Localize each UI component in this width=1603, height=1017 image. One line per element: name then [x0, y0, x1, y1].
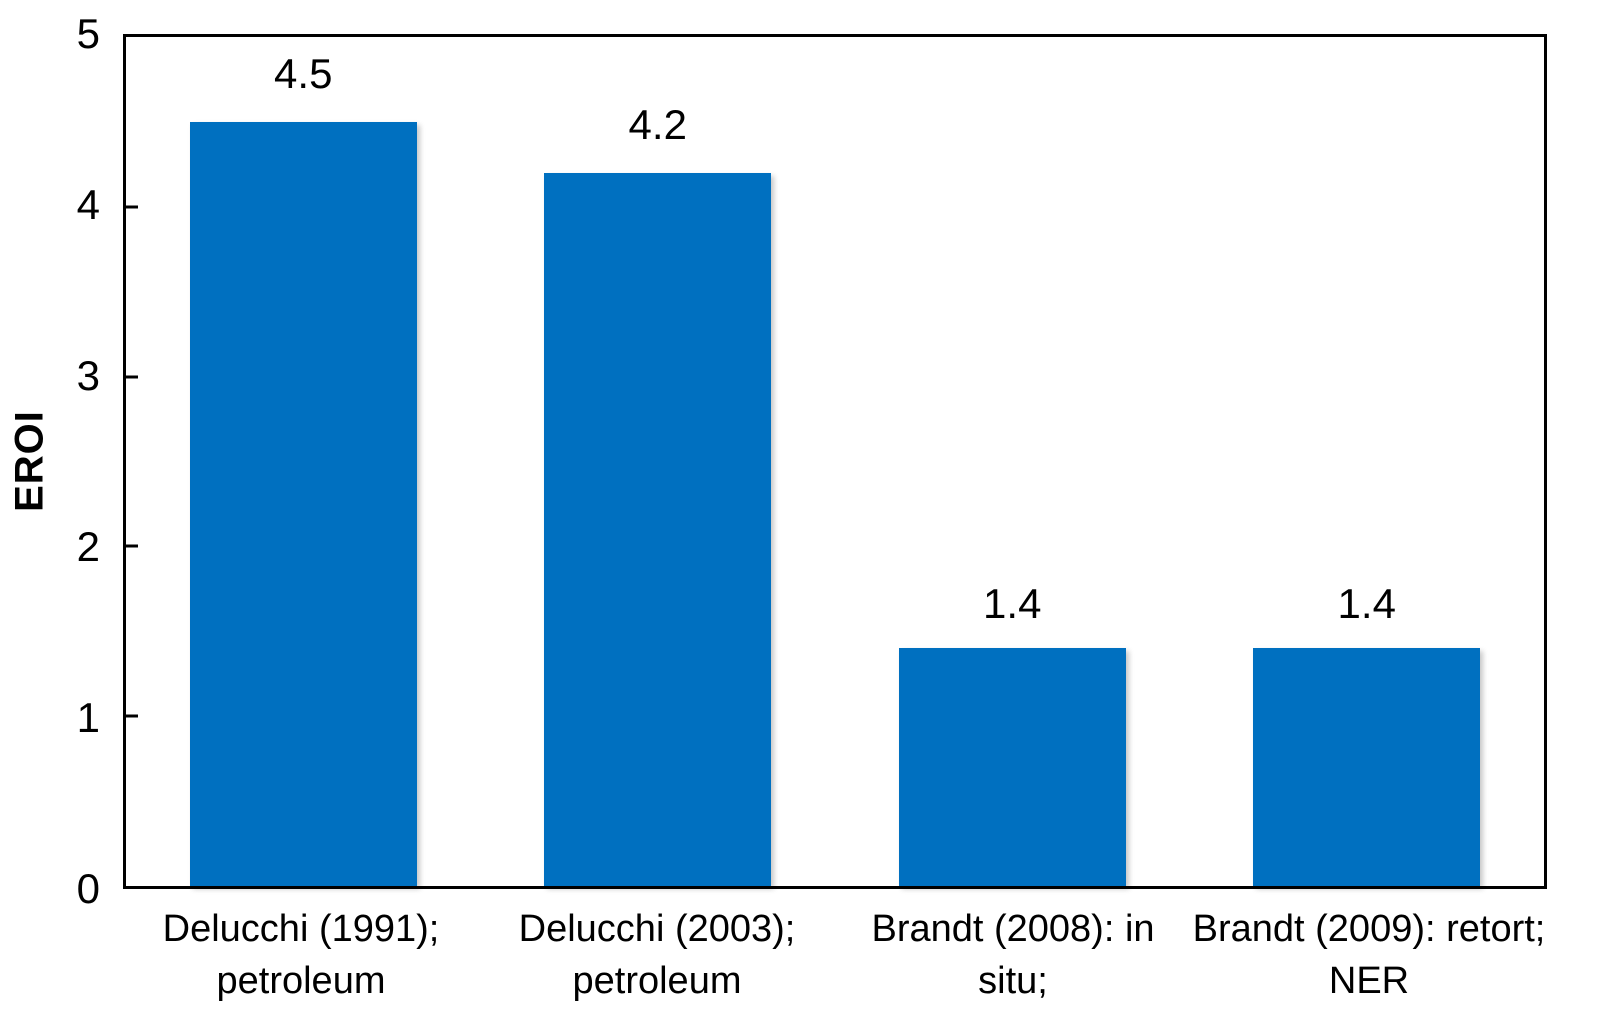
x-category-label-line: Delucchi (2003);	[518, 908, 796, 950]
y-tick-label: 0	[76, 865, 100, 912]
x-category-label: Brandt (2009): retort; NER	[1191, 903, 1547, 1017]
x-category-label-line: NER	[1328, 960, 1410, 1003]
y-tick-mark	[126, 375, 138, 379]
x-category-label: Delucchi (1991); petroleum	[123, 903, 479, 1017]
bar-data-label: 1.4	[1337, 579, 1396, 627]
bar-slot: 1.4	[835, 37, 1190, 886]
y-tick-mark	[126, 544, 138, 548]
y-tick-label: 3	[76, 352, 100, 399]
y-tick-label: 4	[76, 181, 100, 228]
bar	[1253, 648, 1481, 886]
x-category-label: Brandt (2008): in situ; NER	[835, 903, 1191, 1017]
y-tick-label: 1	[76, 694, 100, 741]
bar-data-label: 1.4	[983, 579, 1042, 627]
y-axis-title: EROI	[7, 410, 52, 512]
x-category-label-line: petroleum	[216, 960, 386, 1003]
bar-slot: 4.5	[126, 37, 481, 886]
plot-area: 4.5 4.2 1.4 1.4	[123, 34, 1547, 889]
bar	[544, 172, 772, 886]
bar-data-label: 4.2	[628, 100, 687, 148]
y-tick-mark	[126, 714, 138, 718]
y-tick-label: 5	[76, 10, 100, 57]
x-category-label: Delucchi (2003); petroleum	[479, 903, 835, 1017]
bar-data-label: 4.5	[274, 49, 333, 97]
y-tick-mark	[126, 205, 138, 209]
x-category-label-line: NER	[835, 1008, 1191, 1017]
bars-container: 4.5 4.2 1.4 1.4	[126, 37, 1544, 886]
bar-slot: 4.2	[481, 37, 836, 886]
bar-slot: 1.4	[1190, 37, 1545, 886]
x-category-label-line: Brandt (2009): retort;	[1192, 908, 1546, 950]
x-category-label-line: petroleum	[572, 960, 742, 1003]
y-tick-label: 2	[76, 523, 100, 570]
x-axis-category-labels: Delucchi (1991); petroleum Delucchi (2003)…	[123, 903, 1547, 1017]
x-category-label-line: Delucchi (1991);	[162, 908, 440, 950]
x-category-label-line: Brandt (2008): in situ;	[871, 908, 1155, 1003]
bar	[898, 648, 1126, 886]
bar	[189, 121, 417, 886]
